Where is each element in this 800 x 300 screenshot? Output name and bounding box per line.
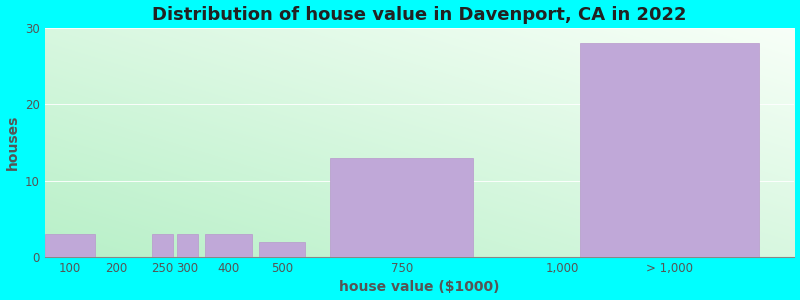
Bar: [206, 234, 252, 257]
X-axis label: house value ($1000): house value ($1000): [339, 280, 500, 294]
Bar: [259, 242, 306, 257]
Bar: [152, 234, 174, 257]
Bar: [45, 234, 95, 257]
Bar: [330, 158, 473, 257]
Bar: [580, 43, 758, 257]
Y-axis label: houses: houses: [6, 115, 19, 170]
Bar: [177, 234, 198, 257]
Title: Distribution of house value in Davenport, CA in 2022: Distribution of house value in Davenport…: [152, 6, 687, 24]
